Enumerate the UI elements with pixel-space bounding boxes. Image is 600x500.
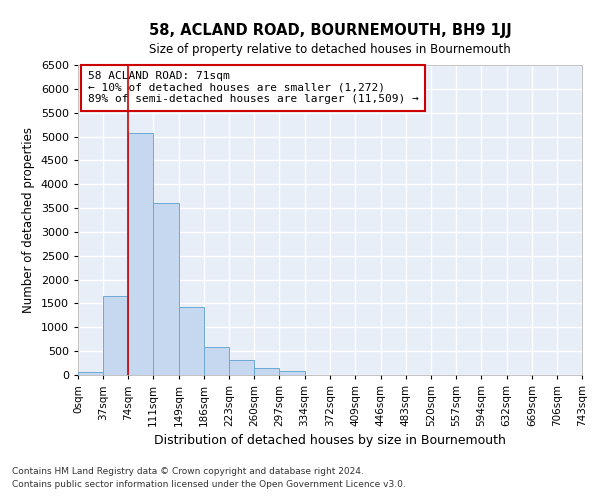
Bar	[179, 308, 204, 375]
Bar	[254, 368, 280, 375]
X-axis label: Distribution of detached houses by size in Bournemouth: Distribution of detached houses by size …	[154, 434, 506, 448]
Y-axis label: Number of detached properties: Number of detached properties	[22, 127, 35, 313]
Bar	[280, 371, 305, 375]
Bar	[103, 296, 128, 375]
Bar	[153, 204, 179, 375]
Bar	[78, 372, 103, 375]
Text: 58 ACLAND ROAD: 71sqm
← 10% of detached houses are smaller (1,272)
89% of semi-d: 58 ACLAND ROAD: 71sqm ← 10% of detached …	[88, 71, 419, 104]
Bar	[229, 360, 254, 375]
Bar	[204, 347, 229, 375]
Bar	[128, 132, 153, 375]
Text: 58, ACLAND ROAD, BOURNEMOUTH, BH9 1JJ: 58, ACLAND ROAD, BOURNEMOUTH, BH9 1JJ	[149, 22, 511, 38]
Text: Size of property relative to detached houses in Bournemouth: Size of property relative to detached ho…	[149, 42, 511, 56]
Text: Contains HM Land Registry data © Crown copyright and database right 2024.: Contains HM Land Registry data © Crown c…	[12, 467, 364, 476]
Text: Contains public sector information licensed under the Open Government Licence v3: Contains public sector information licen…	[12, 480, 406, 489]
